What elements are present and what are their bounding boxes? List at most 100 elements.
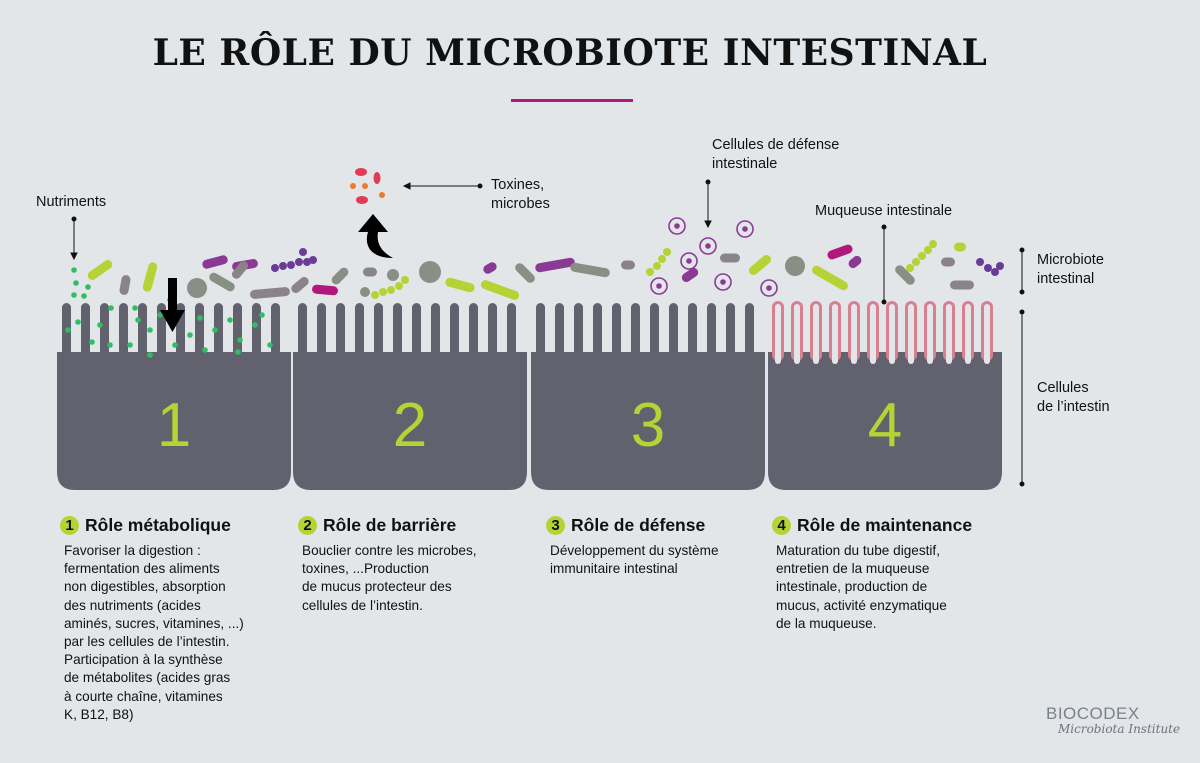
nutrient-dot [135,317,141,323]
bacterium [445,277,475,293]
title-underline [511,99,633,102]
bacterium [848,255,862,269]
villus-inner [851,304,857,364]
coccus [918,252,926,260]
nutrient-dot [71,292,77,298]
villus [612,303,621,363]
villus [593,303,602,363]
nutrient-dot [212,327,218,333]
bacterium [119,275,131,295]
villus [393,303,402,363]
villus [317,303,326,363]
villus [631,303,640,363]
microbiota-bacteria [87,240,1004,300]
nutrient-dot [85,284,91,290]
villus [450,303,459,363]
villus [507,303,516,363]
villus-inner [794,304,800,364]
defense-cell-nucleus [705,243,711,249]
villus [81,303,90,363]
nutrient-dot [259,312,265,318]
coccus [401,276,409,284]
cell-block-4 [768,301,1002,490]
absorption-arrow-icon [160,278,185,332]
bacterium [480,280,520,300]
bacterium [360,287,370,297]
coccus [395,282,403,290]
cell-block-3 [531,303,765,490]
nutrient-dot [89,339,95,345]
bacterium [483,262,497,274]
label-microbiota: Microbiote intestinal [1037,252,1104,287]
coccus [924,246,932,254]
villus [412,303,421,363]
label-toxines: Toxines, microbes [491,177,550,212]
cell-block-2 [293,303,527,490]
bacterium [812,265,848,291]
villus [574,303,583,363]
section-text: Développement du système immunitaire int… [550,543,719,577]
villus [298,303,307,363]
nutrient-dot [172,342,178,348]
coccus [984,264,992,272]
number-badge: 1 [60,516,79,535]
villus [431,303,440,363]
coccus [991,268,999,276]
villus [336,303,345,363]
nutrient-dot [202,347,208,353]
label-defense-cells: Cellules de défense intestinale [712,137,840,172]
section-title: Rôle de barrière [323,515,457,535]
defense-cell-nucleus [686,258,692,264]
defense-cell-nucleus [656,283,662,289]
nutrient-dot [108,305,114,311]
section-text: Maturation du tube digestif, entretien d… [776,543,947,631]
coccus [653,262,661,270]
bacterium [419,261,441,283]
villus [138,303,147,363]
coccus [299,248,307,256]
villus-inner [832,304,838,364]
villus [536,303,545,363]
cell-body [57,352,291,490]
villus-inner [889,304,895,364]
bacterium [515,263,535,283]
villus [157,303,166,363]
number-badge: 2 [298,516,317,535]
villus [195,303,204,363]
coccus [309,256,317,264]
villus-inner [870,304,876,364]
nutrient-dot [252,322,258,328]
coccus [271,264,279,272]
nutrient-dot [75,319,81,325]
defense-cell-nucleus [766,285,772,291]
villus [271,303,280,363]
defense-cell-nucleus [742,226,748,232]
coccus [387,286,395,294]
logo-subtitle: Microbiota Institute [1058,722,1181,736]
bacterium [291,276,309,294]
nutrient-dot [71,267,77,273]
defense-cell [650,277,668,295]
villus [233,303,242,363]
nutrient-dot [237,337,243,343]
block-number: 4 [868,391,902,460]
toxins-microbes-icon [350,168,385,204]
nutrient-dot [157,312,163,318]
nutrient-dot [107,342,113,348]
coccus [996,262,1004,270]
bacterium [827,244,853,260]
villus-inner [813,304,819,364]
bacterium [231,261,249,279]
bacterium [87,260,113,280]
repel-arrow-icon [358,214,393,258]
bacterium [950,280,974,290]
defense-cell [680,252,698,270]
bacterium [535,257,575,273]
villus [726,303,735,363]
nutrient-dots [65,267,273,358]
villus [669,303,678,363]
villus-inner [984,304,990,364]
bacterium [720,253,740,263]
defense-cell [699,237,717,255]
nutrient-dot [97,322,103,328]
